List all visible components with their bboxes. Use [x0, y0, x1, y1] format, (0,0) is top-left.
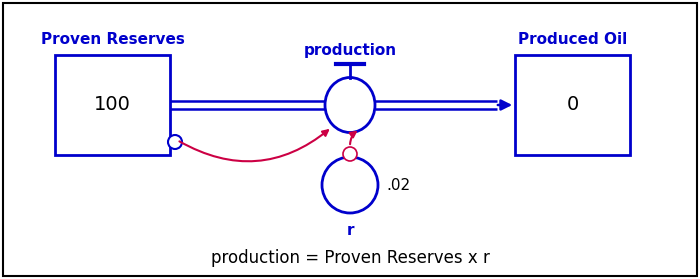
Bar — [55, 55, 170, 155]
Text: production: production — [303, 42, 397, 57]
Text: r: r — [346, 223, 354, 238]
Text: .02: .02 — [386, 177, 410, 193]
Text: Proven Reserves: Proven Reserves — [41, 32, 184, 47]
Bar — [515, 55, 630, 155]
Circle shape — [322, 157, 378, 213]
Ellipse shape — [325, 78, 375, 133]
Text: 100: 100 — [94, 95, 131, 114]
Text: 0: 0 — [566, 95, 579, 114]
Circle shape — [343, 147, 357, 161]
Circle shape — [168, 135, 182, 149]
Text: Produced Oil: Produced Oil — [518, 32, 627, 47]
Text: production = Proven Reserves x r: production = Proven Reserves x r — [211, 249, 489, 267]
